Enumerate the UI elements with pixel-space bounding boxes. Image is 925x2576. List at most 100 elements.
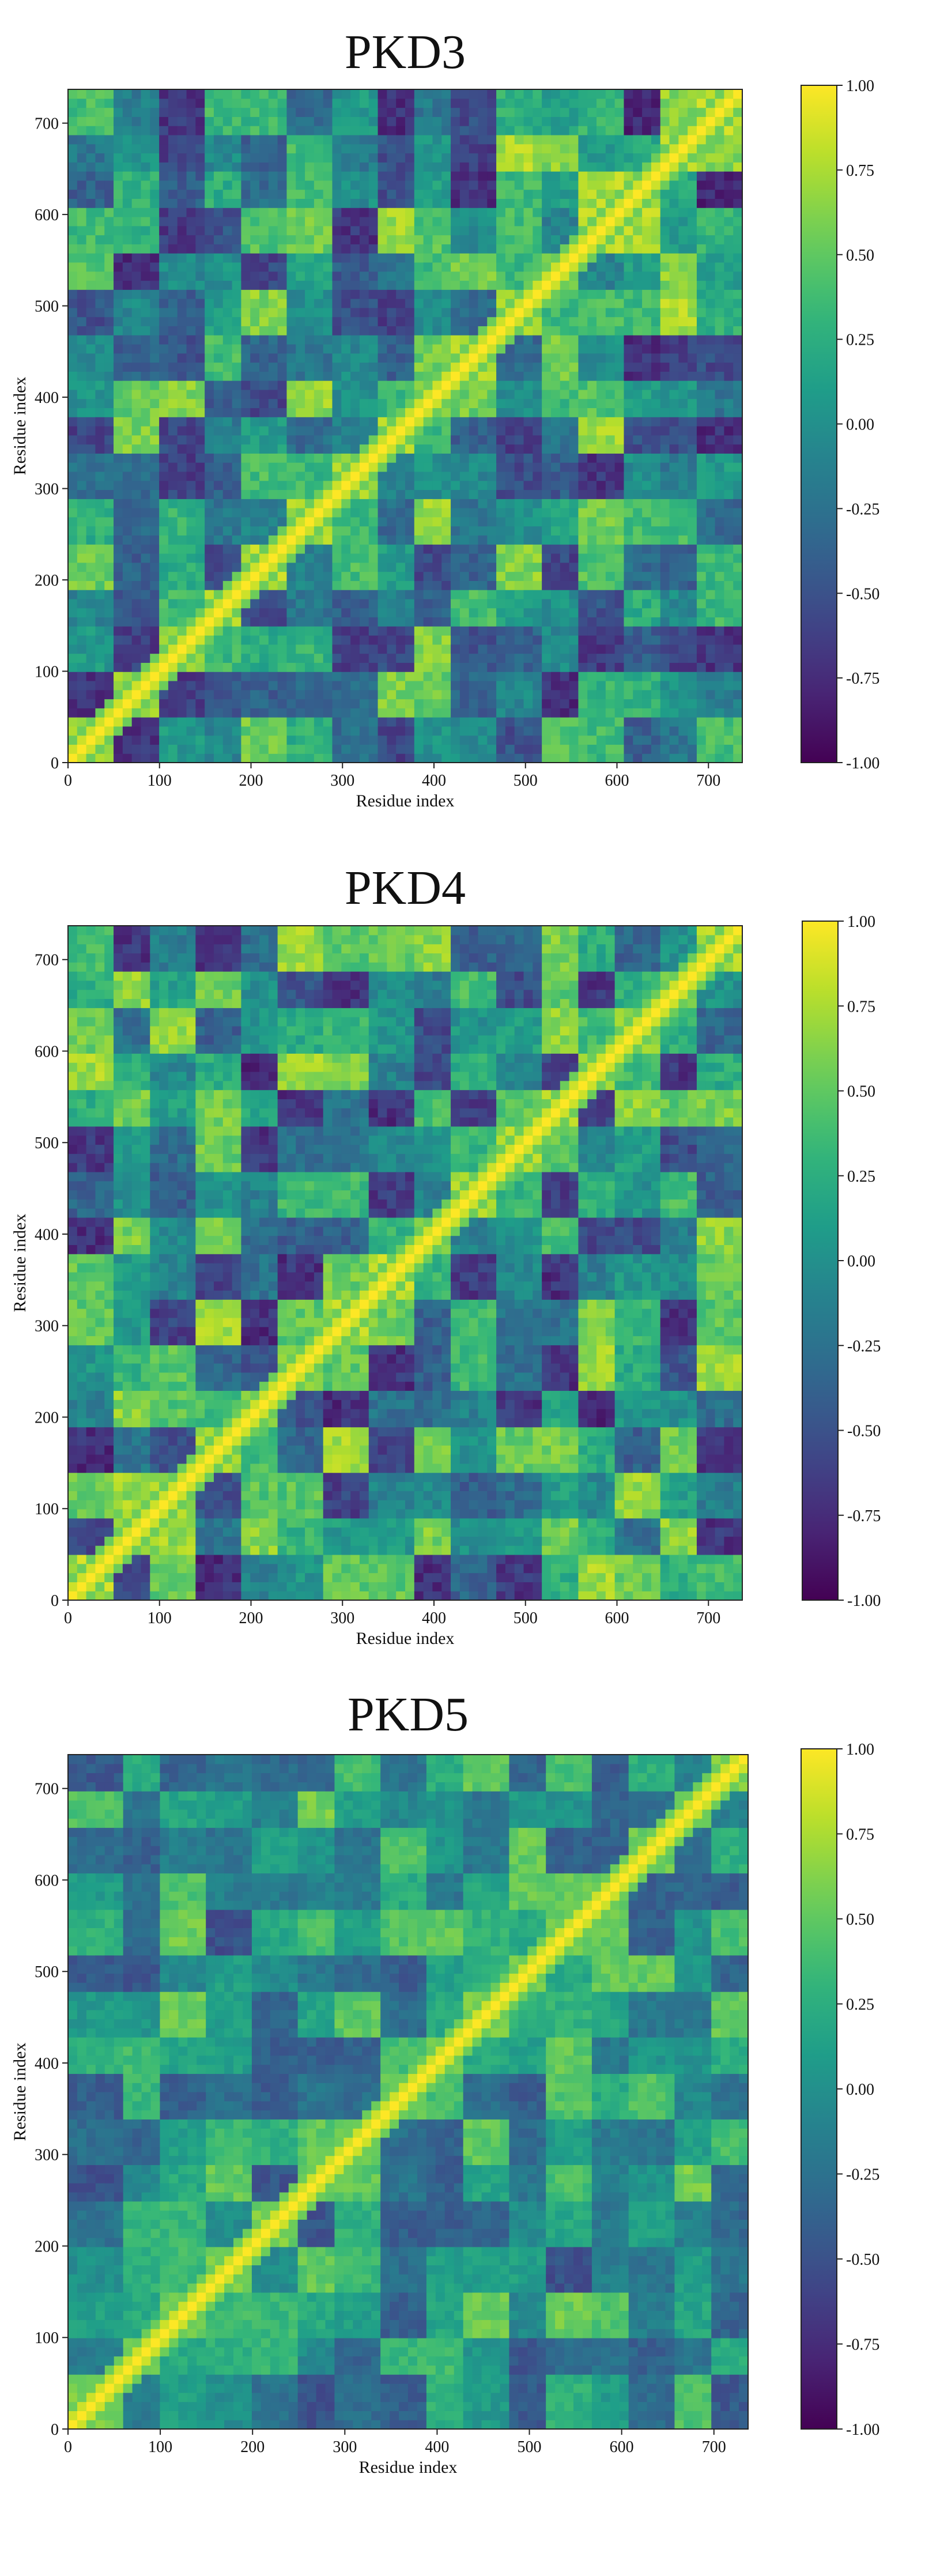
heatmap-cell <box>459 444 470 454</box>
heatmap-cell <box>432 480 442 491</box>
heatmap-cell <box>459 608 470 618</box>
heatmap-cell <box>596 598 606 609</box>
heatmap-cell <box>68 208 78 217</box>
heatmap-cell <box>596 271 606 281</box>
heatmap-cell <box>614 116 625 126</box>
heatmap-cell <box>296 316 305 326</box>
heatmap-cell <box>104 526 114 535</box>
heatmap-cell <box>387 417 397 427</box>
heatmap-cell <box>305 89 315 99</box>
heatmap-cell <box>323 144 333 154</box>
heatmap-cell <box>550 635 561 645</box>
heatmap-cell <box>159 362 169 372</box>
heatmap-cell <box>323 398 333 409</box>
heatmap-cell <box>624 362 633 372</box>
chart-title: PKD3 <box>345 25 466 79</box>
heatmap-cell <box>296 198 305 208</box>
heatmap-cell <box>651 489 661 499</box>
heatmap-cell <box>605 353 616 363</box>
heatmap-cell <box>669 626 679 636</box>
heatmap-cell <box>341 225 351 236</box>
heatmap-cell <box>305 116 315 126</box>
heatmap-cell <box>314 580 324 590</box>
heatmap-cell <box>250 316 260 326</box>
heatmap-cell <box>505 435 515 445</box>
heatmap-cell <box>277 535 288 545</box>
heatmap-cell <box>314 499 324 508</box>
heatmap-cell <box>277 562 288 572</box>
heatmap-cell <box>587 435 597 445</box>
heatmap-cell <box>141 408 150 417</box>
heatmap-cell <box>451 644 460 654</box>
heatmap-cell <box>368 371 379 381</box>
heatmap-cell <box>332 208 342 217</box>
heatmap-cell <box>350 362 360 372</box>
heatmap-cell <box>177 89 187 99</box>
heatmap-cell <box>377 753 387 763</box>
heatmap-cell <box>332 653 342 663</box>
heatmap-cell <box>496 134 506 145</box>
heatmap-cell <box>459 134 470 145</box>
heatmap-cell <box>469 662 479 672</box>
heatmap-cell <box>359 189 369 199</box>
heatmap-cell <box>104 198 114 208</box>
heatmap-cell <box>122 244 133 254</box>
heatmap-cell <box>250 571 260 581</box>
heatmap-cell <box>451 316 460 326</box>
heatmap-cell <box>268 753 278 763</box>
heatmap-cell <box>104 608 114 618</box>
heatmap-cell <box>286 717 296 727</box>
heatmap-cell <box>432 717 442 727</box>
heatmap-cell <box>514 499 524 508</box>
heatmap-cell <box>441 353 451 363</box>
heatmap-cell <box>596 408 606 417</box>
heatmap-cell <box>405 653 415 663</box>
heatmap-cell <box>560 598 570 609</box>
heatmap-cell <box>432 608 442 618</box>
heatmap-cell <box>341 189 351 199</box>
heatmap-cell <box>678 462 688 472</box>
heatmap-cell <box>341 180 351 190</box>
heatmap-cell <box>241 126 251 135</box>
heatmap-cell <box>569 426 579 436</box>
heatmap-cell <box>222 708 233 718</box>
heatmap-cell <box>569 189 579 199</box>
heatmap-cell <box>332 680 342 691</box>
heatmap-cell <box>396 208 406 217</box>
heatmap-cell <box>241 672 251 681</box>
heatmap-cell <box>432 225 442 236</box>
heatmap-cell <box>560 717 570 727</box>
heatmap-cell <box>159 726 169 736</box>
heatmap-cell <box>104 162 114 172</box>
heatmap-cell <box>533 380 542 390</box>
heatmap-cell <box>478 617 488 627</box>
heatmap-cell <box>459 453 470 463</box>
heatmap-cell <box>368 362 379 372</box>
heatmap-cell <box>305 107 315 117</box>
heatmap-cell <box>405 471 415 481</box>
heatmap-cell <box>478 344 488 354</box>
heatmap-cell <box>359 208 369 217</box>
heatmap-cell <box>542 344 552 354</box>
heatmap-cell <box>377 380 387 390</box>
heatmap-cell <box>678 735 688 745</box>
heatmap-cell <box>332 189 342 199</box>
heatmap-cell <box>368 216 379 227</box>
heatmap-cell <box>296 371 305 381</box>
heatmap-cell <box>250 453 260 463</box>
heatmap-cell <box>505 744 515 754</box>
heatmap-cell <box>222 335 233 345</box>
heatmap-cell <box>131 644 142 654</box>
heatmap-cell <box>159 672 169 681</box>
heatmap-cell <box>305 435 315 445</box>
heatmap-cell <box>122 235 133 244</box>
heatmap-cell <box>259 244 269 254</box>
heatmap-cell <box>314 371 324 381</box>
heatmap-cell <box>241 598 251 609</box>
heatmap-cell <box>569 289 579 299</box>
heatmap-cell <box>505 307 515 318</box>
heatmap-cell <box>678 489 688 499</box>
heatmap-cell <box>487 98 497 108</box>
heatmap-cell <box>414 307 424 318</box>
heatmap-cell <box>332 453 342 463</box>
